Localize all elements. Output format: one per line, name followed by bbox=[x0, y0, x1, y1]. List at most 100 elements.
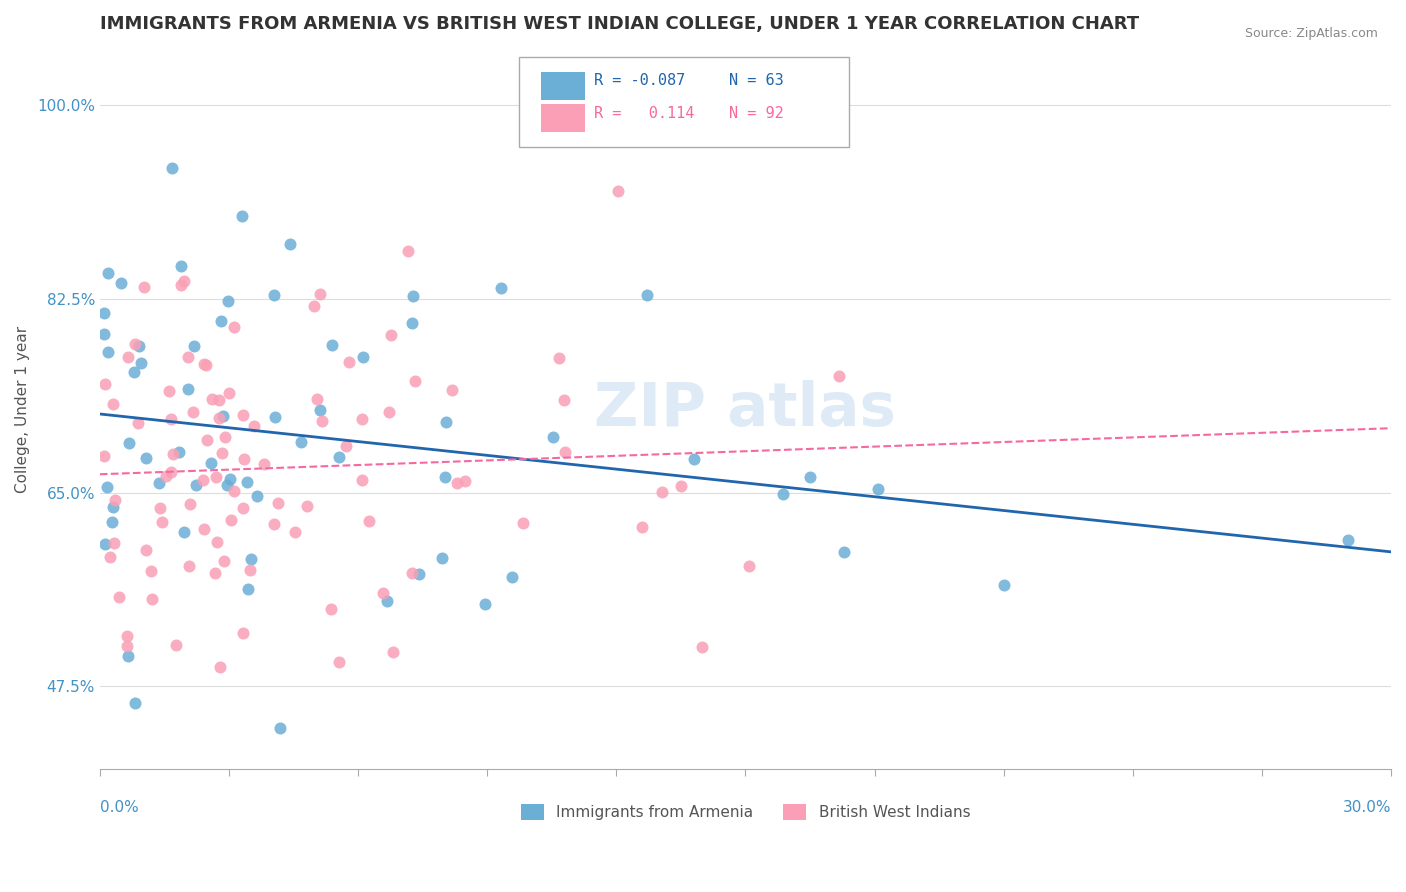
Text: R = -0.087: R = -0.087 bbox=[595, 73, 686, 88]
Point bbox=[328, 450, 350, 464]
Point bbox=[157, 384, 180, 398]
Point bbox=[128, 338, 150, 352]
Text: Source: ZipAtlas.com: Source: ZipAtlas.com bbox=[1244, 27, 1378, 40]
Point bbox=[489, 281, 512, 295]
Point bbox=[141, 591, 163, 606]
Point bbox=[103, 536, 125, 550]
Point bbox=[211, 446, 233, 460]
Point bbox=[167, 445, 190, 459]
Point bbox=[135, 451, 157, 466]
Point bbox=[208, 393, 231, 408]
Point bbox=[446, 475, 468, 490]
Point bbox=[177, 350, 200, 364]
Point bbox=[692, 640, 714, 655]
Point bbox=[209, 660, 232, 674]
Point bbox=[93, 449, 115, 463]
Point bbox=[401, 566, 423, 580]
Point bbox=[232, 408, 254, 422]
Point bbox=[337, 355, 360, 369]
Point bbox=[104, 492, 127, 507]
Point bbox=[547, 351, 569, 365]
Point bbox=[454, 474, 477, 488]
Legend: Immigrants from Armenia, British West Indians: Immigrants from Armenia, British West In… bbox=[515, 798, 976, 826]
Point bbox=[263, 517, 285, 532]
Point bbox=[117, 648, 139, 663]
Text: IMMIGRANTS FROM ARMENIA VS BRITISH WEST INDIAN COLLEGE, UNDER 1 YEAR CORRELATION: IMMIGRANTS FROM ARMENIA VS BRITISH WEST … bbox=[100, 15, 1139, 33]
Point bbox=[127, 416, 149, 430]
Point bbox=[309, 402, 332, 417]
Point bbox=[183, 339, 205, 353]
Point bbox=[124, 337, 146, 351]
Point bbox=[401, 316, 423, 330]
Point bbox=[160, 412, 183, 426]
Point bbox=[222, 319, 245, 334]
Point bbox=[441, 383, 464, 397]
Point bbox=[309, 287, 332, 301]
Point bbox=[100, 549, 122, 564]
Point bbox=[382, 645, 405, 659]
Point bbox=[107, 590, 129, 604]
Point bbox=[239, 562, 262, 576]
Text: N = 63: N = 63 bbox=[728, 73, 783, 88]
Point bbox=[110, 276, 132, 290]
Text: R =   0.114: R = 0.114 bbox=[595, 106, 695, 121]
Point bbox=[217, 477, 239, 491]
Point bbox=[828, 369, 851, 384]
Point bbox=[311, 414, 333, 428]
Point bbox=[263, 288, 285, 302]
Point bbox=[179, 558, 201, 573]
Point bbox=[212, 553, 235, 567]
Point bbox=[738, 558, 761, 573]
Text: 0.0%: 0.0% bbox=[100, 800, 139, 815]
Point bbox=[115, 640, 138, 654]
Point bbox=[219, 472, 242, 486]
Point bbox=[352, 351, 374, 365]
Point bbox=[122, 365, 145, 379]
Point bbox=[176, 383, 198, 397]
Point bbox=[93, 327, 115, 342]
Point bbox=[373, 586, 395, 600]
Point bbox=[335, 439, 357, 453]
Point bbox=[434, 470, 457, 484]
Point bbox=[160, 466, 183, 480]
Point bbox=[512, 516, 534, 531]
Point bbox=[195, 359, 218, 373]
Point bbox=[799, 470, 821, 484]
Point bbox=[97, 345, 120, 359]
Point bbox=[264, 410, 287, 425]
Point bbox=[350, 412, 373, 426]
Point bbox=[191, 473, 214, 487]
Point bbox=[553, 393, 575, 408]
Point bbox=[170, 259, 193, 273]
Point bbox=[117, 351, 139, 365]
Point bbox=[160, 161, 183, 175]
Point bbox=[297, 500, 319, 514]
Point bbox=[150, 515, 173, 529]
Point bbox=[236, 582, 259, 596]
Point bbox=[772, 487, 794, 501]
Point bbox=[401, 289, 423, 303]
Point bbox=[474, 597, 496, 611]
Point bbox=[186, 478, 208, 492]
Point bbox=[218, 385, 240, 400]
Point bbox=[165, 638, 187, 652]
Point bbox=[100, 515, 122, 529]
Point bbox=[170, 277, 193, 292]
Point bbox=[96, 480, 118, 494]
Point bbox=[307, 392, 329, 406]
Point bbox=[93, 376, 115, 391]
Point bbox=[103, 500, 125, 514]
Point bbox=[430, 551, 453, 566]
Point bbox=[94, 537, 117, 551]
Point bbox=[217, 293, 239, 308]
Point bbox=[834, 545, 856, 559]
Point bbox=[284, 525, 307, 540]
Point bbox=[239, 552, 262, 566]
FancyBboxPatch shape bbox=[541, 72, 585, 100]
Point bbox=[149, 500, 172, 515]
Point bbox=[266, 496, 288, 510]
Point bbox=[124, 696, 146, 710]
Point bbox=[179, 497, 201, 511]
Point bbox=[377, 405, 399, 419]
Point bbox=[683, 452, 706, 467]
